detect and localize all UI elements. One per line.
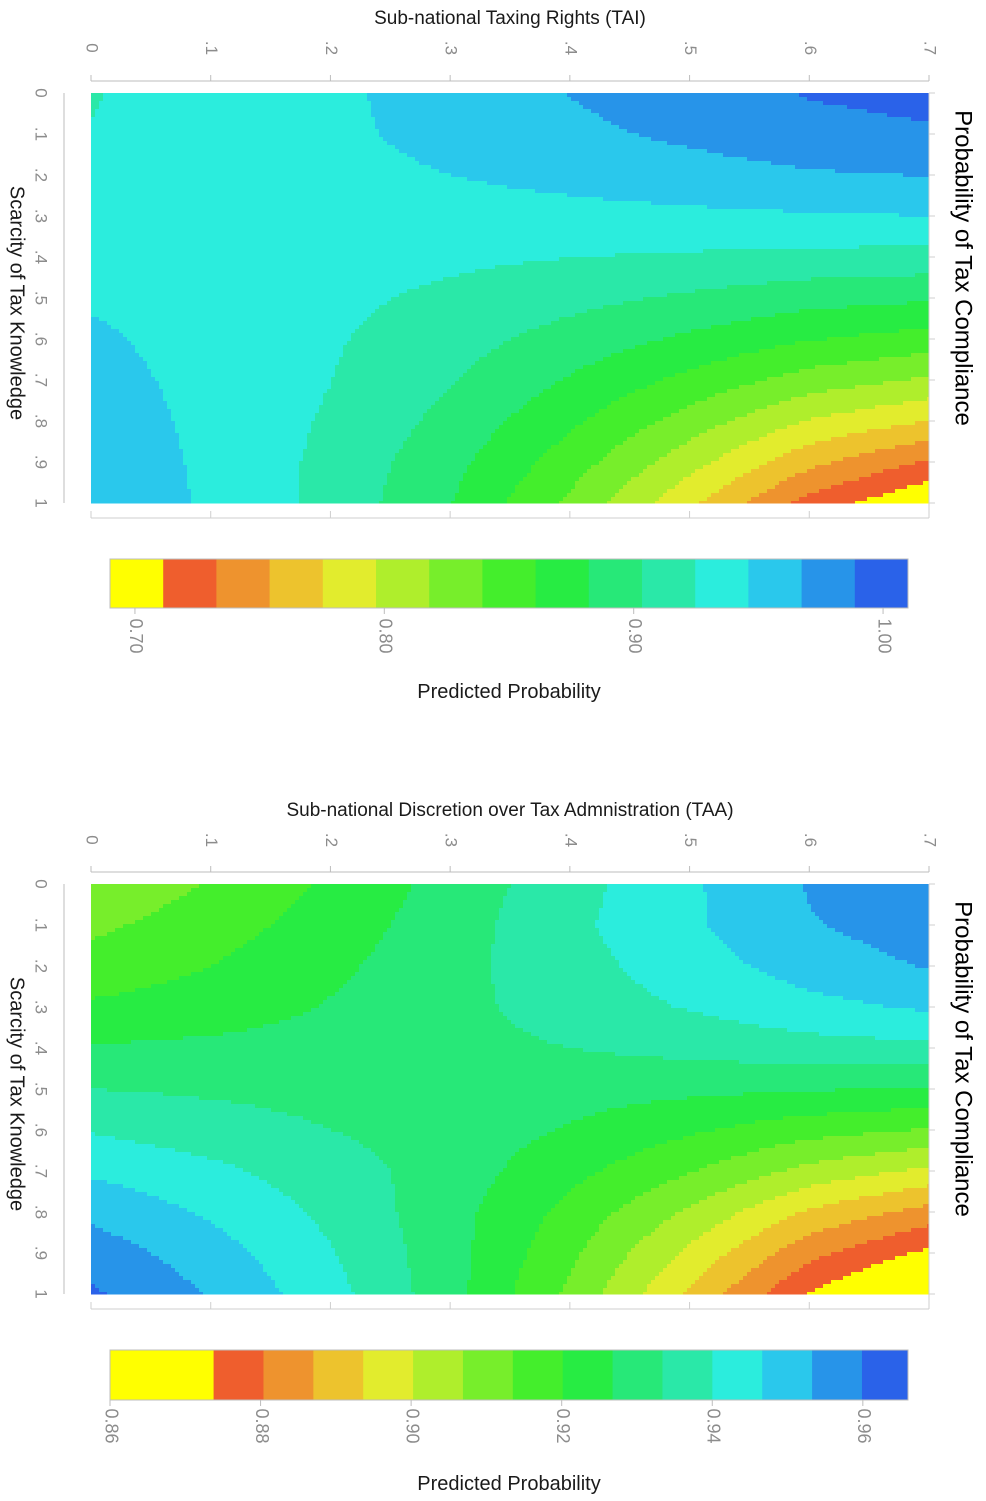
colorbar-swatch <box>748 559 802 608</box>
colorbar-swatch <box>642 559 696 608</box>
y-tick-label: .4 <box>561 41 580 55</box>
colorbar-swatch <box>613 1350 663 1400</box>
y-axis: 0 .1 .2 .3 .4 .5 .6 .7 <box>83 833 940 872</box>
colorbar-tick-label: 0.70 <box>126 618 146 653</box>
panel-2: Sub-national Discretion over Tax Admnist… <box>6 800 977 1495</box>
colorbar-swatch <box>429 559 483 608</box>
colorbar-swatch <box>855 559 909 608</box>
x-tick-label: .6 <box>32 1123 51 1137</box>
colorbar-tick-label: 0.88 <box>252 1408 272 1443</box>
x-tick-label: 0 <box>32 88 51 97</box>
colorbar-swatch <box>110 559 164 608</box>
colorbar-swatch <box>482 559 536 608</box>
colorbar-swatch <box>513 1350 563 1400</box>
colorbar-swatch <box>270 559 324 608</box>
y-tick-label: .5 <box>681 833 700 847</box>
colorbar-swatch <box>812 1350 862 1400</box>
y-tick-label: .3 <box>442 41 461 55</box>
colorbar-swatch <box>695 559 749 608</box>
x-tick-label: .7 <box>32 1164 51 1178</box>
colorbar-swatch <box>216 559 270 608</box>
y-tick-label: .6 <box>801 833 820 847</box>
colorbar-swatch <box>536 559 590 608</box>
x-tick-label: .3 <box>32 1000 51 1014</box>
colorbar: 0.86 0.88 0.90 0.92 0.94 0.96 Predicted Probab… <box>101 1350 908 1495</box>
colorbar-tick-label: 0.80 <box>376 618 396 653</box>
colorbar-swatch <box>363 1350 413 1400</box>
x-tick-label: 0 <box>32 879 51 888</box>
chart-title: Sub-national Discretion over Tax Admnist… <box>286 800 733 821</box>
x-tick-label: 1 <box>32 1289 51 1298</box>
x-axis: 0 .1 .2 .3 .4 .5 .6 .7 .8 .9 1 Scarcity of Tax Know… <box>6 879 64 1298</box>
colorbar: 0.70 0.80 0.90 1.00 Predicted Probability <box>110 559 908 703</box>
x-tick-label: .9 <box>32 455 51 469</box>
x-tick-label: .1 <box>32 918 51 932</box>
y-axis: 0 .1 .2 .3 .4 .5 .6 .7 <box>83 41 940 81</box>
y-tick-label: .4 <box>561 833 580 847</box>
x-tick-label: .1 <box>32 127 51 141</box>
colorbar-swatch <box>214 1350 264 1400</box>
x-tick-label: 1 <box>32 498 51 507</box>
x-tick-label: .2 <box>32 959 51 973</box>
x-tick-label: .4 <box>32 1041 51 1055</box>
colorbar-tick-label: 0.90 <box>625 618 645 653</box>
colorbar-swatch <box>323 559 377 608</box>
colorbar-swatch <box>413 1350 463 1400</box>
y-tick-label: .6 <box>801 41 820 55</box>
x-tick-label: .8 <box>32 414 51 428</box>
x-tick-label: .5 <box>32 291 51 305</box>
y-tick-label: .3 <box>442 833 461 847</box>
x-axis-label: Scarcity of Tax Knowledge <box>6 186 28 420</box>
x-tick-label: .9 <box>32 1246 51 1260</box>
x-tick-label: .2 <box>32 168 51 182</box>
y-tick-label: 0 <box>83 835 102 844</box>
y-tick-label: .2 <box>322 833 341 847</box>
y-axis-label: Probability of Tax Compliance <box>950 110 977 426</box>
colorbar-swatch <box>802 559 856 608</box>
colorbar-swatch <box>762 1350 812 1400</box>
x-tick-label: .6 <box>32 332 51 346</box>
y-axis-label: Probability of Tax Compliance <box>950 901 977 1217</box>
y-tick-label: .7 <box>921 41 940 55</box>
y-tick-label: 0 <box>83 43 102 52</box>
y-tick-label: .1 <box>202 833 221 847</box>
y-tick-label: .7 <box>921 833 940 847</box>
contour-fill <box>91 93 929 503</box>
colorbar-swatch <box>313 1350 363 1400</box>
colorbar-swatch <box>662 1350 712 1400</box>
colorbar-swatch <box>862 1350 908 1400</box>
x-tick-label: .8 <box>32 1205 51 1219</box>
colorbar-swatch <box>376 559 430 608</box>
colorbar-swatch <box>563 1350 613 1400</box>
contour-fill <box>91 884 929 1294</box>
colorbar-swatch <box>712 1350 762 1400</box>
colorbar-tick-label: 0.92 <box>553 1408 573 1443</box>
colorbar-label: Predicted Probability <box>417 681 600 703</box>
colorbar-tick-label: 0.90 <box>402 1408 422 1443</box>
x-tick-label: .4 <box>32 250 51 264</box>
colorbar-swatch <box>163 559 217 608</box>
colorbar-swatch <box>110 1350 214 1400</box>
chart-title: Sub-national Taxing Rights (TAI) <box>374 8 646 29</box>
colorbar-swatch <box>463 1350 513 1400</box>
x-axis: 0 .1 .2 .3 .4 .5 .6 .7 .8 .9 1 Scarcity of Tax Know… <box>6 88 64 507</box>
x-axis-label: Scarcity of Tax Knowledge <box>6 977 28 1211</box>
panel-1: Sub-national Taxing Rights (TAI) 0 .1 .2 .3.… <box>6 8 977 703</box>
x-tick-label: .5 <box>32 1082 51 1096</box>
colorbar-tick-label: 0.86 <box>101 1408 121 1443</box>
x-tick-label: .7 <box>32 373 51 387</box>
colorbar-swatch <box>589 559 643 608</box>
colorbar-tick-label: 1.00 <box>874 618 894 653</box>
y-tick-label: .1 <box>202 41 221 55</box>
x-tick-label: .3 <box>32 209 51 223</box>
colorbar-swatch <box>263 1350 313 1400</box>
colorbar-tick-label: 0.94 <box>704 1408 724 1443</box>
colorbar-label: Predicted Probability <box>417 1473 600 1495</box>
y-tick-label: .5 <box>681 41 700 55</box>
colorbar-tick-label: 0.96 <box>854 1408 874 1443</box>
y-tick-label: .2 <box>322 41 341 55</box>
